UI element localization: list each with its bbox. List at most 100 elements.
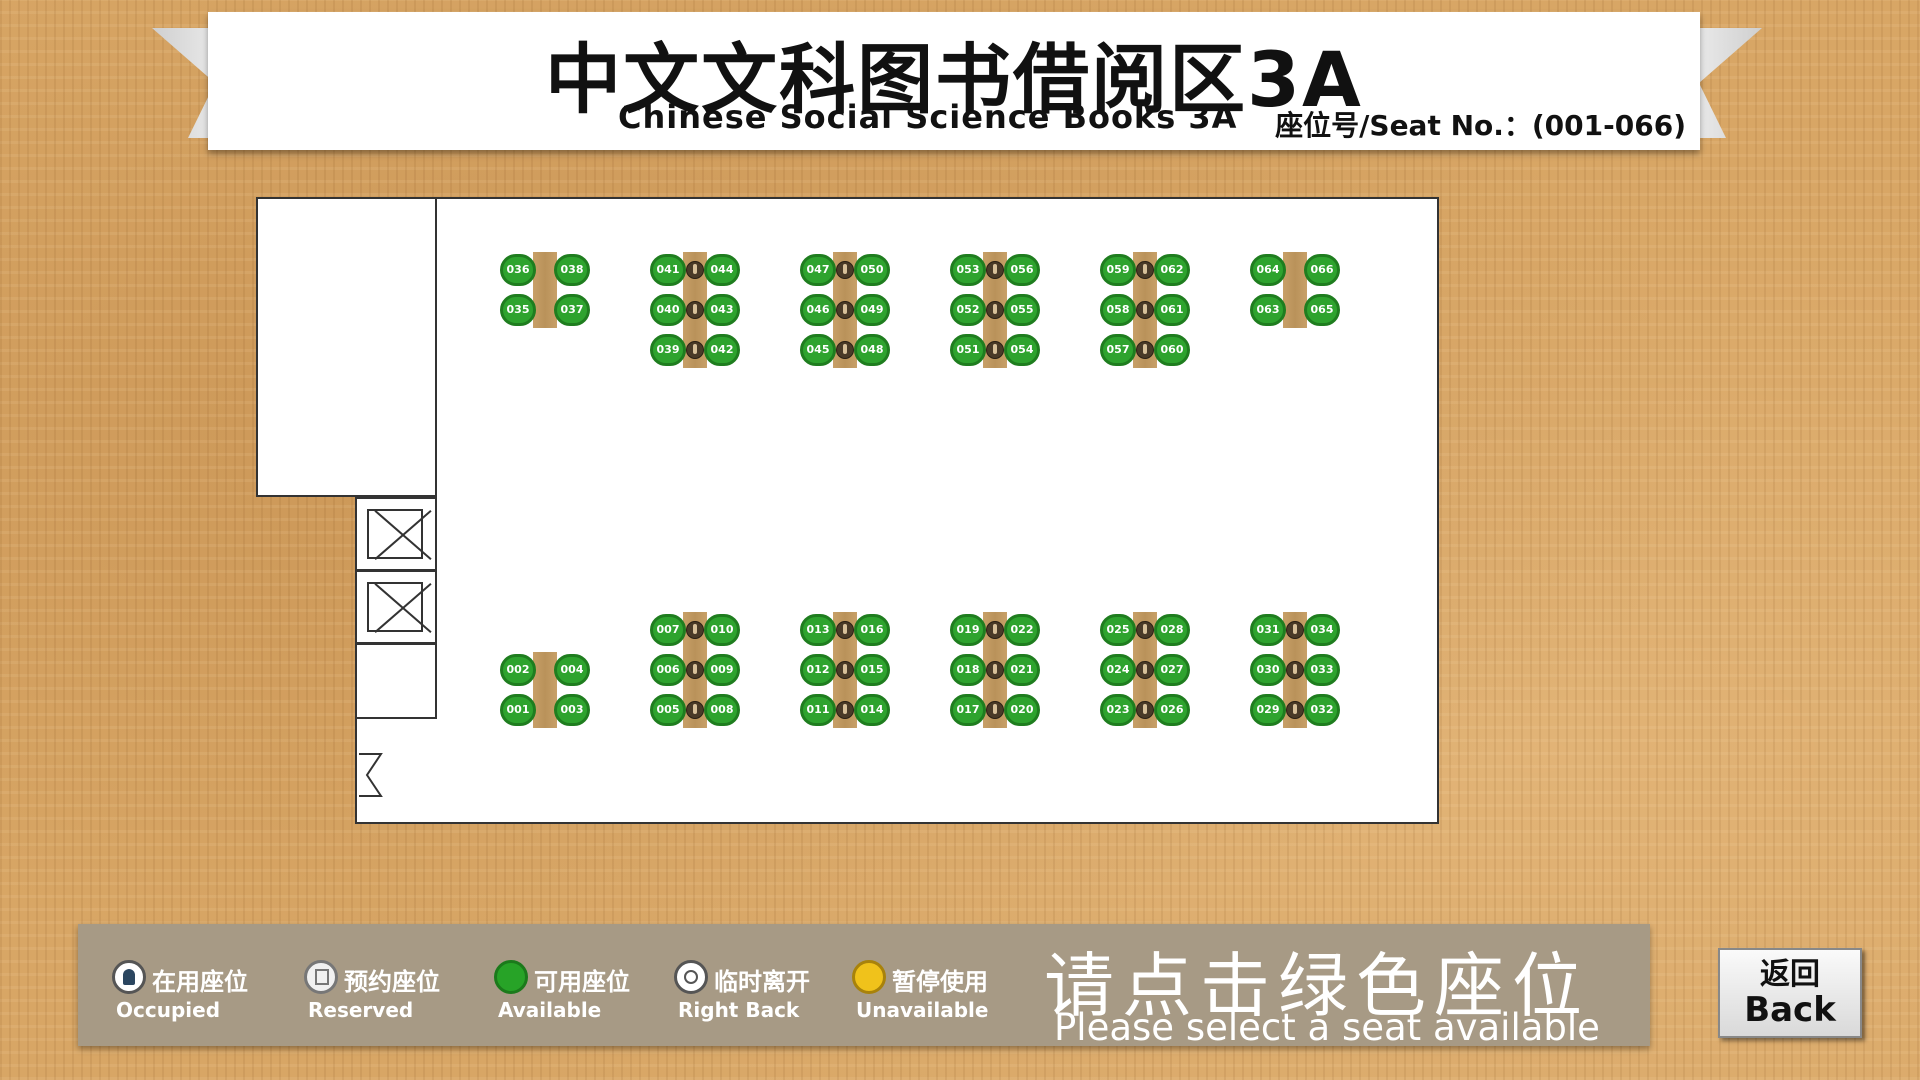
seat-button[interactable]: 014 bbox=[854, 694, 890, 726]
seat-button[interactable]: 066 bbox=[1304, 254, 1340, 286]
seat-button[interactable]: 036 bbox=[500, 254, 536, 286]
occupied-person-icon bbox=[686, 341, 704, 359]
occupied-person-icon bbox=[1136, 701, 1154, 719]
seat-button[interactable]: 011 bbox=[800, 694, 836, 726]
seat-button[interactable]: 045 bbox=[800, 334, 836, 366]
occupied-person-icon bbox=[1136, 301, 1154, 319]
occupied-person-icon bbox=[986, 261, 1004, 279]
seat-button[interactable]: 044 bbox=[704, 254, 740, 286]
occupied-person-icon bbox=[1136, 261, 1154, 279]
study-table bbox=[1283, 252, 1307, 328]
legend-available-cn: 可用座位 bbox=[534, 968, 630, 996]
seat-button[interactable]: 051 bbox=[950, 334, 986, 366]
seat-button[interactable]: 008 bbox=[704, 694, 740, 726]
seat-button[interactable]: 033 bbox=[1304, 654, 1340, 686]
seat-button[interactable]: 002 bbox=[500, 654, 536, 686]
seat-button[interactable]: 005 bbox=[650, 694, 686, 726]
seat-button[interactable]: 039 bbox=[650, 334, 686, 366]
seat-button[interactable]: 053 bbox=[950, 254, 986, 286]
title-banner: 中文文科图书借阅区3A Chinese Social Science Books… bbox=[208, 12, 1700, 150]
seat-button[interactable]: 020 bbox=[1004, 694, 1040, 726]
seat-button[interactable]: 012 bbox=[800, 654, 836, 686]
prompt-text-en: Please select a seat available bbox=[1054, 1006, 1600, 1049]
study-table bbox=[533, 252, 557, 328]
seat-button[interactable]: 001 bbox=[500, 694, 536, 726]
seat-button[interactable]: 017 bbox=[950, 694, 986, 726]
occupied-person-icon bbox=[686, 301, 704, 319]
seat-group: 036 038 035 037 bbox=[500, 250, 590, 330]
seat-button[interactable]: 032 bbox=[1304, 694, 1340, 726]
legend-available-en: Available bbox=[498, 998, 602, 1022]
seat-group: 059 062 058 061 057 060 bbox=[1100, 250, 1190, 370]
seat-button[interactable]: 064 bbox=[1250, 254, 1286, 286]
seat-button[interactable]: 063 bbox=[1250, 294, 1286, 326]
legend-reserved-en: Reserved bbox=[308, 998, 414, 1022]
seat-button[interactable]: 057 bbox=[1100, 334, 1136, 366]
seat-button[interactable]: 060 bbox=[1154, 334, 1190, 366]
seat-button[interactable]: 030 bbox=[1250, 654, 1286, 686]
occupied-person-icon bbox=[986, 621, 1004, 639]
seat-button[interactable]: 065 bbox=[1304, 294, 1340, 326]
seat-button[interactable]: 021 bbox=[1004, 654, 1040, 686]
seat-button[interactable]: 031 bbox=[1250, 614, 1286, 646]
occupied-person-icon bbox=[1136, 661, 1154, 679]
back-button-label-en: Back bbox=[1744, 990, 1836, 1030]
seat-button[interactable]: 006 bbox=[650, 654, 686, 686]
seat-button[interactable]: 009 bbox=[704, 654, 740, 686]
seat-button[interactable]: 024 bbox=[1100, 654, 1136, 686]
seat-button[interactable]: 004 bbox=[554, 654, 590, 686]
seat-button[interactable]: 041 bbox=[650, 254, 686, 286]
seat-button[interactable]: 040 bbox=[650, 294, 686, 326]
seat-button[interactable]: 025 bbox=[1100, 614, 1136, 646]
seat-button[interactable]: 048 bbox=[854, 334, 890, 366]
seat-button[interactable]: 028 bbox=[1154, 614, 1190, 646]
seat-button[interactable]: 061 bbox=[1154, 294, 1190, 326]
seat-button[interactable]: 010 bbox=[704, 614, 740, 646]
seat-group: 019 022 018 021 017 020 bbox=[950, 610, 1040, 730]
seat-button[interactable]: 055 bbox=[1004, 294, 1040, 326]
elevator-1 bbox=[355, 497, 437, 571]
seat-button[interactable]: 026 bbox=[1154, 694, 1190, 726]
occupied-person-icon bbox=[686, 261, 704, 279]
seat-button[interactable]: 059 bbox=[1100, 254, 1136, 286]
seat-button[interactable]: 056 bbox=[1004, 254, 1040, 286]
seat-button[interactable]: 038 bbox=[554, 254, 590, 286]
seat-button[interactable]: 023 bbox=[1100, 694, 1136, 726]
occupied-person-icon bbox=[1286, 621, 1304, 639]
seat-button[interactable]: 043 bbox=[704, 294, 740, 326]
occupied-person-icon bbox=[986, 301, 1004, 319]
seat-button[interactable]: 013 bbox=[800, 614, 836, 646]
elevator-2 bbox=[355, 570, 437, 644]
occupied-person-icon bbox=[836, 661, 854, 679]
seat-button[interactable]: 054 bbox=[1004, 334, 1040, 366]
back-button-label-cn: 返回 bbox=[1760, 957, 1820, 992]
seat-button[interactable]: 046 bbox=[800, 294, 836, 326]
seat-group: 002 004 001 003 bbox=[500, 650, 590, 730]
seat-group: 013 016 012 015 011 014 bbox=[800, 610, 890, 730]
seat-button[interactable]: 027 bbox=[1154, 654, 1190, 686]
seat-button[interactable]: 034 bbox=[1304, 614, 1340, 646]
page-title-en: Chinese Social Science Books 3A bbox=[618, 98, 1238, 136]
seat-button[interactable]: 042 bbox=[704, 334, 740, 366]
seat-button[interactable]: 018 bbox=[950, 654, 986, 686]
seat-button[interactable]: 003 bbox=[554, 694, 590, 726]
seat-button[interactable]: 019 bbox=[950, 614, 986, 646]
seat-button[interactable]: 016 bbox=[854, 614, 890, 646]
seat-group: 007 010 006 009 005 008 bbox=[650, 610, 740, 730]
seat-button[interactable]: 062 bbox=[1154, 254, 1190, 286]
back-button[interactable]: 返回 Back bbox=[1718, 948, 1862, 1038]
seat-button[interactable]: 015 bbox=[854, 654, 890, 686]
legend-reserved-cn: 预约座位 bbox=[344, 968, 440, 996]
seat-button[interactable]: 029 bbox=[1250, 694, 1286, 726]
study-table bbox=[533, 652, 557, 728]
seat-button[interactable]: 047 bbox=[800, 254, 836, 286]
seat-button[interactable]: 035 bbox=[500, 294, 536, 326]
seat-button[interactable]: 037 bbox=[554, 294, 590, 326]
occupied-person-icon bbox=[836, 701, 854, 719]
seat-button[interactable]: 007 bbox=[650, 614, 686, 646]
seat-button[interactable]: 022 bbox=[1004, 614, 1040, 646]
seat-button[interactable]: 052 bbox=[950, 294, 986, 326]
seat-button[interactable]: 049 bbox=[854, 294, 890, 326]
seat-button[interactable]: 058 bbox=[1100, 294, 1136, 326]
seat-button[interactable]: 050 bbox=[854, 254, 890, 286]
